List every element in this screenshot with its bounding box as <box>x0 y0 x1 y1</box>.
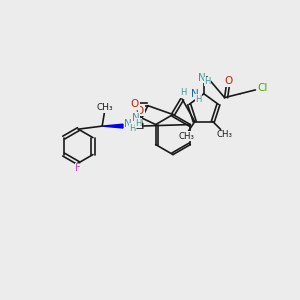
Text: CH₃: CH₃ <box>178 132 194 141</box>
Text: CH₃: CH₃ <box>216 130 232 139</box>
Text: H: H <box>129 124 135 133</box>
Text: H: H <box>136 119 142 128</box>
Text: O: O <box>131 99 139 109</box>
Text: N: N <box>198 73 206 82</box>
Text: O: O <box>224 76 232 86</box>
Text: N: N <box>191 89 199 99</box>
Text: Cl: Cl <box>257 83 268 93</box>
Text: N: N <box>132 113 140 123</box>
Text: F: F <box>75 164 81 173</box>
Polygon shape <box>102 124 123 128</box>
Text: CH₃: CH₃ <box>97 103 114 112</box>
Text: H: H <box>180 88 186 98</box>
Text: H: H <box>205 77 211 86</box>
Text: N: N <box>124 119 132 129</box>
Text: O: O <box>136 106 144 116</box>
Text: H: H <box>196 94 202 103</box>
